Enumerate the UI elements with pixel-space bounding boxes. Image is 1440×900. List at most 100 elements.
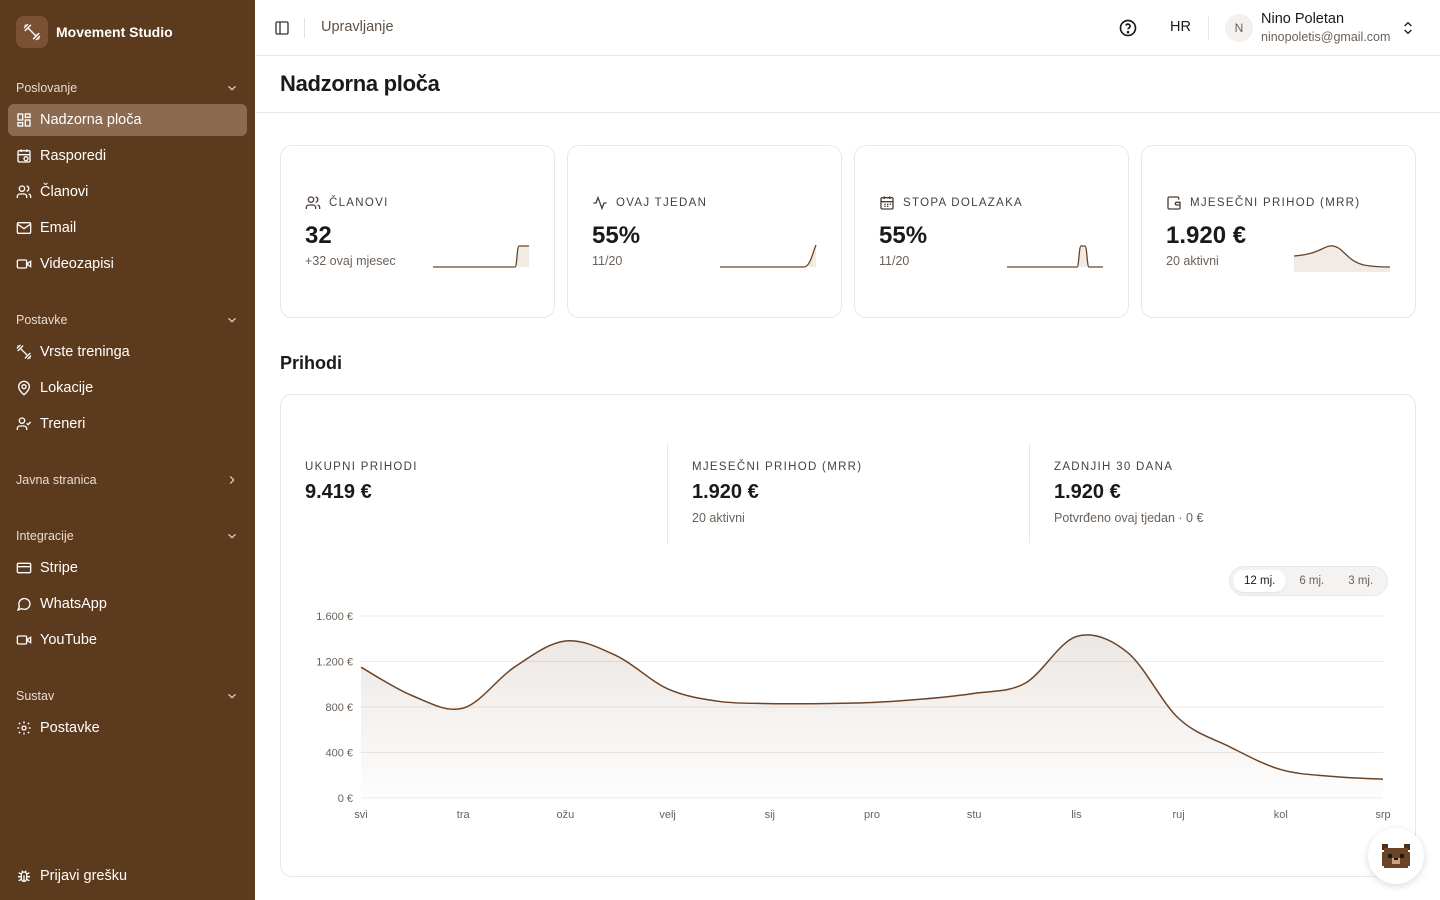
x-tick-label: ruj [1172, 809, 1184, 821]
video-icon [16, 259, 32, 269]
summary-value: 9.419 € [305, 481, 372, 503]
sidebar-item-postavke[interactable]: Postavke [8, 712, 247, 744]
message-circle-icon [16, 597, 31, 612]
group-poslovanje[interactable]: Poslovanje [16, 79, 239, 97]
summary-value: 1.920 € [692, 481, 759, 503]
help-circle-icon [1119, 19, 1137, 37]
range-6m-button[interactable]: 6 mj. [1299, 575, 1325, 587]
user-check-icon [16, 417, 32, 430]
revenue-card: UKUPNI PRIHODI 9.419 € MJESEČNI PRIHOD (… [280, 394, 1416, 877]
user-email: ninopoletis@gmail.com [1261, 30, 1391, 44]
group-label: Sustav [16, 689, 55, 703]
sidebar-item-label: Stripe [40, 560, 78, 576]
sidebar: Movement Studio Poslovanje Nadzorna ploč… [0, 0, 255, 900]
stat-sub: 11/20 [592, 254, 623, 268]
sidebar-item-label: YouTube [40, 632, 97, 648]
chevron-down-icon [228, 533, 236, 539]
stat-card-ovaj-tjedan[interactable]: OVAJ TJEDAN 55% 11/20 [567, 145, 842, 318]
sidebar-item-label: Postavke [40, 720, 100, 736]
language-button[interactable]: HR [1170, 19, 1191, 35]
y-tick-label: 0 € [338, 793, 353, 805]
divider [256, 112, 1440, 113]
x-tick-label: pro [864, 809, 880, 821]
sidebar-item-videozapisi[interactable]: Videozapisi [8, 248, 247, 280]
calendar-icon [880, 196, 894, 210]
sidebar-item-nadzorna-ploca[interactable]: Nadzorna ploča [8, 104, 247, 136]
mail-icon [16, 222, 32, 234]
stat-label: MJESEČNI PRIHOD (MRR) [1190, 197, 1361, 209]
x-tick-label: ožu [557, 809, 575, 821]
x-tick-label: svi [354, 809, 367, 821]
brand[interactable]: Movement Studio [16, 16, 173, 48]
group-integracije[interactable]: Integracije [16, 527, 239, 545]
sidebar-item-whatsapp[interactable]: WhatsApp [8, 588, 247, 620]
stat-sub: 20 aktivni [1166, 254, 1219, 268]
sidebar-item-rasporedi[interactable]: Rasporedi [8, 140, 247, 172]
group-postavke[interactable]: Postavke [16, 311, 239, 329]
group-javna-stranica[interactable]: Javna stranica [16, 471, 239, 489]
sidebar-item-prijavi-gresku[interactable]: Prijavi grešku [8, 860, 247, 892]
stat-card-stopa-dolazaka[interactable]: STOPA DOLAZAKA 55% 11/20 [854, 145, 1129, 318]
range-12m-button[interactable]: 12 mj. [1233, 570, 1287, 592]
summary-sub: Potvrđeno ovaj tjedan · 0 € [1054, 511, 1204, 525]
summary-total: UKUPNI PRIHODI 9.419 € [281, 443, 667, 543]
x-tick-label: sij [765, 809, 775, 821]
divider [1208, 16, 1209, 40]
stat-sub: +32 ovaj mjesec [305, 254, 396, 268]
credit-card-icon [16, 562, 32, 574]
calendar-clock-icon [17, 149, 31, 163]
user-name[interactable]: Nino Poletan [1261, 11, 1345, 27]
sidebar-toggle-button[interactable] [272, 18, 292, 38]
sidebar-item-email[interactable]: Email [8, 212, 247, 244]
sidebar-item-label: Nadzorna ploča [40, 112, 142, 128]
help-button[interactable] [1118, 18, 1138, 38]
group-label: Javna stranica [16, 473, 97, 487]
chevron-right-icon [229, 476, 235, 484]
page-title: Nadzorna ploča [280, 71, 440, 96]
sidebar-item-label: Vrste treninga [40, 344, 130, 360]
summary-last-30: ZADNJIH 30 DANA 1.920 € Potvrđeno ovaj t… [1029, 443, 1415, 543]
sidebar-item-label: Videozapisi [40, 256, 114, 272]
stat-card-clanovi[interactable]: ČLANOVI 32 +32 ovaj mjesec [280, 145, 555, 318]
sparkline [1294, 245, 1391, 272]
stat-label: OVAJ TJEDAN [616, 197, 708, 209]
summary-label: UKUPNI PRIHODI [305, 461, 418, 473]
avatar[interactable]: N [1225, 14, 1253, 42]
users-icon [305, 196, 321, 209]
sidebar-item-clanovi[interactable]: Članovi [8, 176, 247, 208]
group-label: Integracije [16, 529, 74, 543]
activity-icon [593, 195, 607, 211]
chevron-down-icon [228, 693, 236, 699]
sparkline [433, 245, 529, 268]
group-sustav[interactable]: Sustav [16, 687, 239, 705]
sidebar-item-treneri[interactable]: Treneri [8, 408, 247, 440]
bear-icon [1382, 844, 1410, 868]
panel-left-icon [275, 21, 289, 35]
group-label: Postavke [16, 313, 68, 327]
chevrons-up-down-icon[interactable] [1400, 19, 1416, 37]
breadcrumb[interactable]: Upravljanje [321, 19, 394, 35]
y-tick-label: 1.200 € [316, 657, 353, 669]
summary-label: ZADNJIH 30 DANA [1054, 461, 1174, 473]
gear-icon [17, 721, 31, 735]
range-3m-button[interactable]: 3 mj. [1348, 575, 1374, 587]
revenue-chart: 1.600 € 1.200 € 800 € 400 € 0 €svi tra ožu velj… [316, 611, 1390, 821]
stat-value: 55% [592, 222, 641, 249]
x-tick-label: velj [659, 809, 676, 821]
brand-name: Movement Studio [56, 24, 173, 40]
sidebar-item-label: Lokacije [40, 380, 94, 396]
sidebar-item-youtube[interactable]: YouTube [8, 624, 247, 656]
sidebar-item-lokacije[interactable]: Lokacije [8, 372, 247, 404]
sidebar-item-label: Email [40, 220, 77, 236]
stat-value: 1.920 € [1166, 222, 1247, 249]
sidebar-item-stripe[interactable]: Stripe [8, 552, 247, 584]
series-area [361, 634, 1383, 798]
chevron-down-icon [228, 85, 236, 91]
chat-assistant-button[interactable] [1368, 828, 1424, 884]
stat-header: STOPA DOLAZAKA [879, 195, 1023, 211]
summary-sub: 20 aktivni [692, 511, 745, 525]
stat-card-mrr[interactable]: MJESEČNI PRIHOD (MRR) 1.920 € 20 aktivni [1141, 145, 1416, 318]
map-pin-icon [17, 380, 31, 396]
y-tick-label: 400 € [325, 748, 353, 760]
sidebar-item-vrste-treninga[interactable]: Vrste treninga [8, 336, 247, 368]
